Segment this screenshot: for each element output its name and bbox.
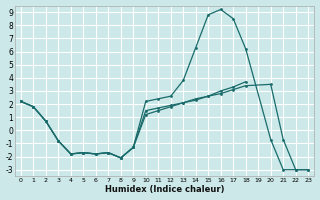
X-axis label: Humidex (Indice chaleur): Humidex (Indice chaleur) [105, 185, 224, 194]
